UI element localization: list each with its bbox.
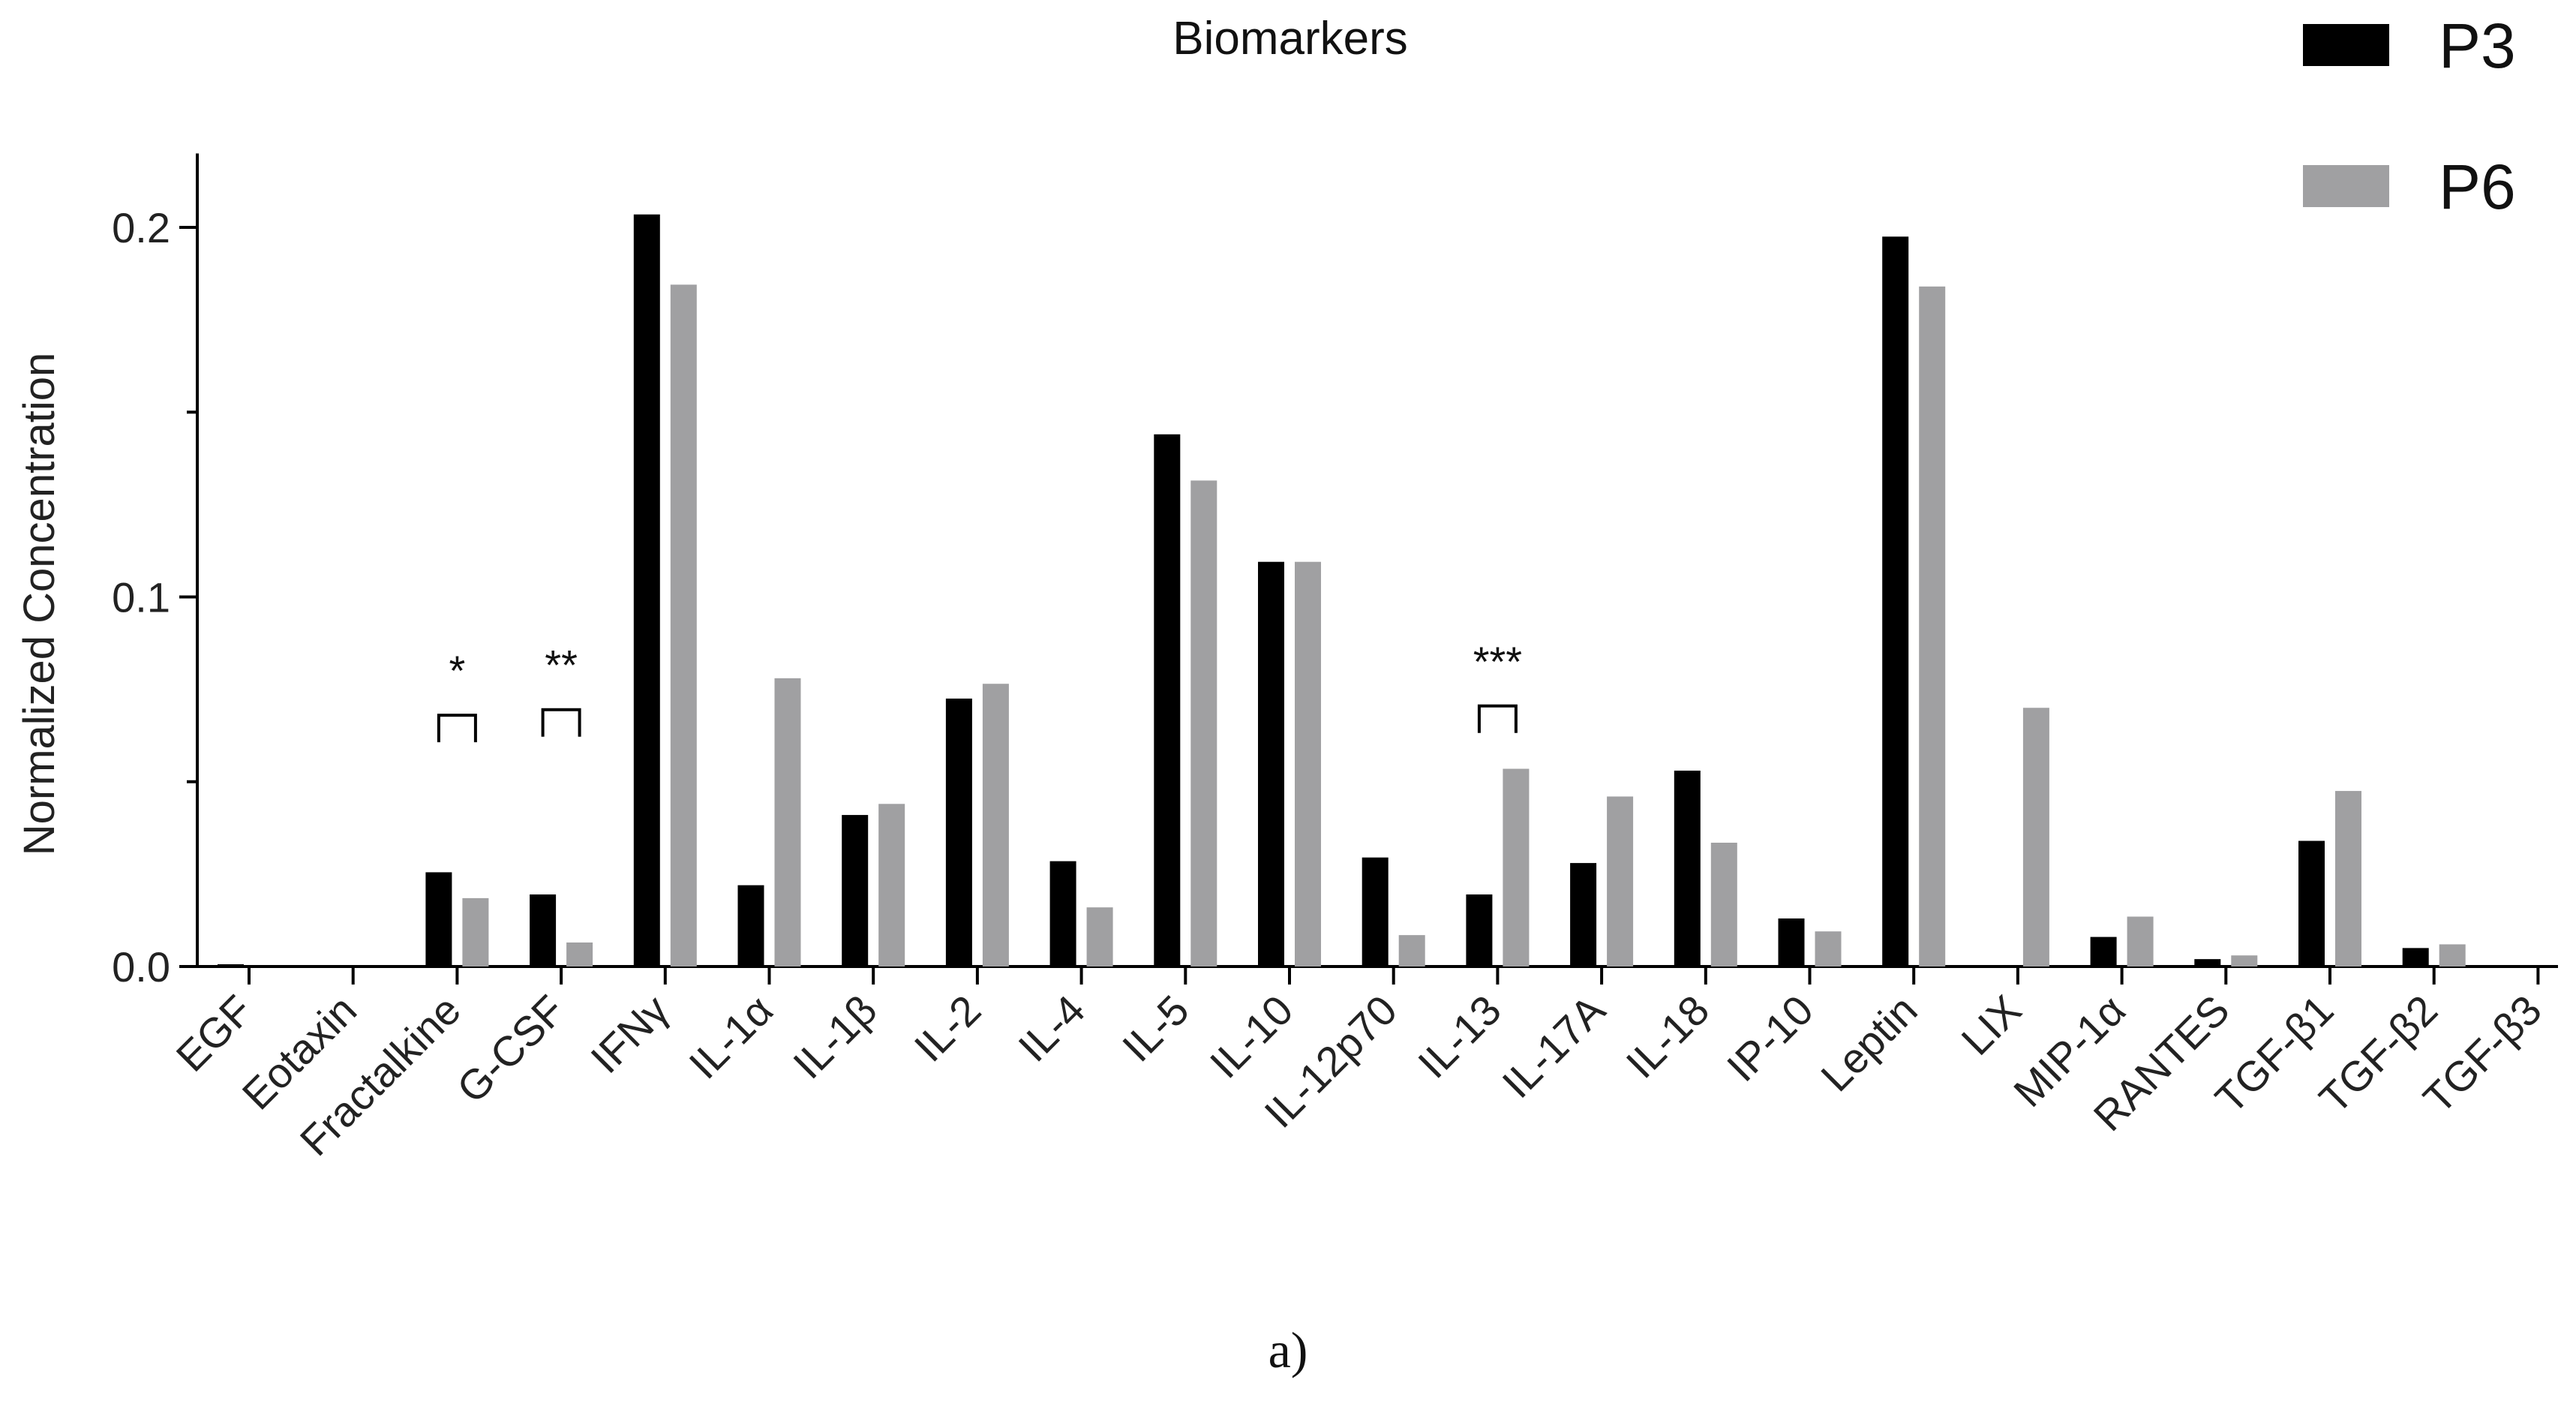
x-tick-label: EGF — [167, 986, 262, 1081]
x-tick-label: IL-2 — [905, 986, 990, 1071]
bar-p6-21 — [2439, 944, 2466, 967]
chart-title: Biomarkers — [1172, 13, 1408, 65]
x-tick-label: Leptin — [1812, 986, 1926, 1100]
y-tick-label: 0.0 — [112, 943, 170, 991]
bar-p3-15 — [1778, 918, 1805, 967]
bar-p6-20 — [2335, 791, 2361, 967]
bar-p6-3 — [566, 942, 593, 967]
bar-p3-10 — [1258, 561, 1284, 967]
bar-p3-7 — [945, 698, 972, 967]
bar-p6-13 — [1607, 796, 1634, 967]
bar-p6-15 — [1815, 931, 1842, 967]
bar-p6-10 — [1295, 561, 1321, 967]
bar-p3-12 — [1466, 894, 1493, 967]
x-tick-label: TGF-β2 — [2310, 986, 2446, 1123]
x-tick-label: IFNγ — [581, 986, 677, 1082]
x-tick-label: IL-18 — [1617, 986, 1718, 1087]
bar-p3-18 — [2090, 936, 2117, 967]
bar-p6-6 — [878, 804, 905, 967]
significance-label: ** — [545, 642, 578, 689]
bar-p3-2 — [425, 872, 452, 967]
x-tick-label: IL-5 — [1113, 986, 1198, 1071]
bar-p3-9 — [1154, 434, 1181, 967]
y-axis-label: Normalized Concentration — [15, 353, 64, 856]
y-tick-label: 0.1 — [112, 574, 170, 621]
bar-p3-21 — [2402, 948, 2429, 967]
bar-p3-11 — [1362, 857, 1389, 967]
bar-p6-9 — [1190, 480, 1217, 967]
x-tick-label: IL-1α — [680, 986, 782, 1088]
significance-bracket — [1477, 704, 1518, 733]
bar-p3-3 — [530, 894, 557, 967]
significance-label: *** — [1473, 638, 1522, 685]
bar-p3-20 — [2298, 840, 2325, 967]
bar-p3-14 — [1674, 770, 1701, 967]
legend-label-p3: P3 — [2439, 11, 2516, 81]
bar-p6-5 — [774, 678, 801, 967]
bar-p6-11 — [1398, 935, 1425, 967]
bar-p3-6 — [842, 815, 869, 967]
bar-p3-8 — [1049, 861, 1076, 967]
bar-p6-2 — [462, 897, 489, 967]
x-tick-label: G-CSF — [448, 986, 574, 1112]
legend-swatch-p3 — [2303, 24, 2389, 66]
legend-label-p6: P6 — [2439, 152, 2516, 222]
bar-p3-16 — [1882, 236, 1909, 967]
bar-p6-14 — [1710, 843, 1737, 967]
bar-p6-4 — [670, 284, 697, 967]
significance-label: * — [449, 647, 466, 694]
bar-p3-19 — [2194, 959, 2221, 967]
legend-swatch-p6 — [2303, 165, 2389, 207]
x-tick-label: TGF-β1 — [2206, 986, 2343, 1123]
bar-p6-16 — [1919, 286, 1946, 967]
bar-p6-18 — [2127, 916, 2154, 967]
x-tick-label: IL-4 — [1009, 986, 1094, 1071]
bar-p6-12 — [1503, 768, 1530, 967]
bar-p3-5 — [737, 885, 764, 967]
bar-p6-7 — [982, 684, 1009, 967]
bar-p6-19 — [2231, 955, 2258, 967]
bar-p3-4 — [633, 214, 660, 967]
significance-bracket — [541, 708, 581, 737]
x-tick-label: IL-1β — [784, 986, 886, 1088]
bar-p3-0 — [218, 964, 244, 967]
significance-bracket — [437, 714, 477, 743]
bar-p3-13 — [1570, 863, 1597, 967]
bar-p6-8 — [1086, 907, 1113, 967]
x-tick-label: TGF-β3 — [2414, 986, 2550, 1123]
legend: P3 P6 — [2303, 11, 2516, 222]
x-tick-label: LIX — [1952, 986, 2030, 1064]
bar-p6-17 — [2022, 708, 2049, 967]
x-tick-label: IP-10 — [1718, 986, 1822, 1090]
x-tick-label: IL-17A — [1493, 985, 1614, 1107]
figure-caption: a) — [1268, 1321, 1308, 1378]
y-tick-label: 0.2 — [112, 204, 170, 251]
